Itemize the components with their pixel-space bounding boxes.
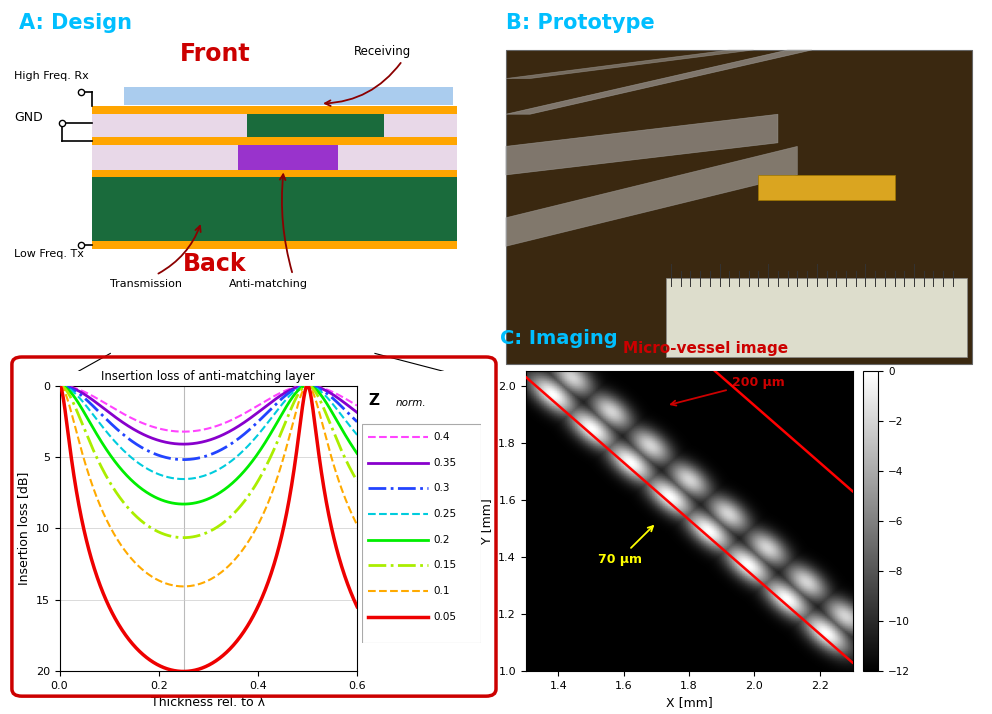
Text: 0.35: 0.35 bbox=[434, 458, 456, 468]
Text: Anti-matching: Anti-matching bbox=[229, 279, 308, 289]
Bar bbox=[92, 137, 457, 146]
Bar bbox=[759, 175, 895, 200]
Bar bbox=[247, 114, 384, 137]
Bar bbox=[92, 169, 457, 177]
Y-axis label: Insertion loss [dB]: Insertion loss [dB] bbox=[17, 472, 30, 585]
Bar bbox=[92, 114, 457, 137]
X-axis label: Thickness rel. to λ: Thickness rel. to λ bbox=[152, 696, 265, 710]
Text: B: Prototype: B: Prototype bbox=[506, 13, 655, 33]
Text: C: Imaging: C: Imaging bbox=[500, 329, 617, 348]
Text: norm.: norm. bbox=[396, 398, 426, 408]
Text: 0.25: 0.25 bbox=[434, 509, 456, 519]
Bar bbox=[92, 241, 457, 249]
Text: Back: Back bbox=[184, 252, 247, 276]
Bar bbox=[92, 146, 457, 169]
Polygon shape bbox=[506, 50, 754, 79]
Text: Micro-vessel image: Micro-vessel image bbox=[623, 341, 788, 356]
Bar bbox=[362, 424, 481, 643]
Bar bbox=[92, 106, 457, 114]
Text: High Freq. Rx: High Freq. Rx bbox=[15, 71, 89, 81]
Text: Z: Z bbox=[368, 393, 379, 408]
Text: 70 μm: 70 μm bbox=[597, 526, 653, 565]
Bar bbox=[92, 177, 457, 241]
Bar bbox=[238, 146, 338, 169]
Text: A: Design: A: Design bbox=[19, 13, 132, 33]
X-axis label: X [mm]: X [mm] bbox=[666, 696, 712, 710]
Text: 0.3: 0.3 bbox=[434, 483, 450, 493]
Bar bbox=[124, 87, 452, 105]
Polygon shape bbox=[506, 146, 798, 246]
Text: 0.1: 0.1 bbox=[434, 586, 450, 596]
Y-axis label: Y [mm]: Y [mm] bbox=[480, 498, 493, 544]
Title: Insertion loss of anti-matching layer: Insertion loss of anti-matching layer bbox=[101, 370, 315, 383]
Bar bbox=[506, 50, 972, 364]
Text: Low Freq. Tx: Low Freq. Tx bbox=[15, 249, 84, 259]
Text: 0.05: 0.05 bbox=[434, 612, 456, 622]
Text: GND: GND bbox=[15, 111, 44, 124]
Polygon shape bbox=[506, 50, 811, 114]
Text: Receiving: Receiving bbox=[354, 45, 412, 59]
Bar bbox=[667, 278, 967, 357]
Text: Front: Front bbox=[180, 41, 251, 66]
Polygon shape bbox=[506, 114, 778, 175]
Text: 0.15: 0.15 bbox=[434, 560, 456, 570]
Text: 200 μm: 200 μm bbox=[671, 376, 785, 406]
Text: Transmission: Transmission bbox=[110, 279, 183, 289]
Text: 0.2: 0.2 bbox=[434, 535, 450, 545]
Text: 0.4: 0.4 bbox=[434, 432, 450, 442]
